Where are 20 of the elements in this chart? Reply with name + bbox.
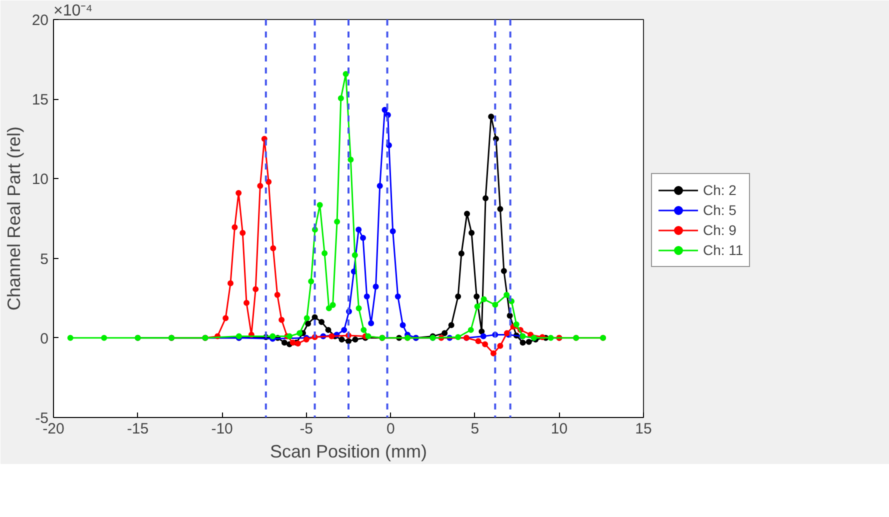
- legend-label: Ch: 2: [703, 182, 736, 198]
- x-tick-label: 15: [635, 420, 652, 438]
- y-tick-label: 20: [32, 12, 49, 29]
- legend-label: Ch: 5: [703, 202, 736, 218]
- x-tick-label: 10: [550, 420, 568, 438]
- legend-label: Ch: 9: [703, 222, 736, 238]
- x-tick-label: -5: [300, 420, 314, 438]
- x-axis-title: Scan Position (mm): [270, 442, 428, 462]
- y-tick-label: 10: [32, 171, 49, 188]
- x-tick-label: -10: [211, 420, 233, 438]
- text: ×10⁻⁴: [54, 2, 93, 20]
- legend-label: Ch: 11: [703, 242, 744, 258]
- y-tick-label: -5: [35, 410, 49, 427]
- y-tick-label: 0: [40, 330, 48, 348]
- y-axis-title: Channel Real Part (rel): [4, 126, 24, 311]
- x-tick-label: -15: [126, 420, 149, 438]
- x-tick-label: 5: [470, 420, 480, 438]
- y-tick-label: 15: [32, 92, 49, 109]
- y-tick-label: 5: [40, 250, 48, 268]
- x-tick-label: 0: [386, 420, 395, 438]
